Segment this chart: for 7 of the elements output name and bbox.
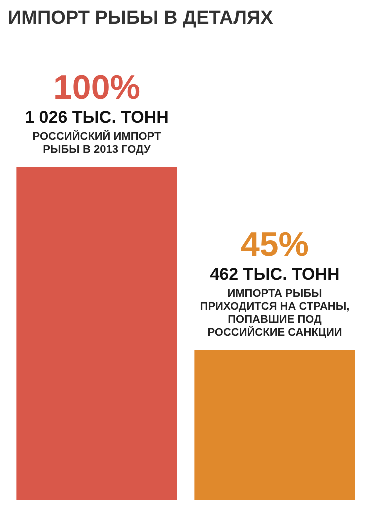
chart-title: ИМПОРТ РЫБЫ В ДЕТАЛЯХ bbox=[8, 8, 274, 30]
annotation: 462 ТЫС. ТОНН bbox=[210, 265, 340, 284]
data-label: 100% bbox=[54, 69, 140, 108]
text: 1 026 ТЫС. ТОНН bbox=[25, 108, 169, 128]
x-tick-label: РОССИЙСКИЙ ИМПОРТ РЫБЫ В 2013 ГОДУ bbox=[32, 130, 162, 156]
data-label: 45% bbox=[240, 226, 310, 264]
x-tick-label: ИМПОРТА РЫБЫ ПРИХОДИТСЯ НА СТРАНЫ, ПОПАВШИЕ ПОД РОССИЙСКИЕ САНКЦИИ bbox=[200, 288, 350, 340]
